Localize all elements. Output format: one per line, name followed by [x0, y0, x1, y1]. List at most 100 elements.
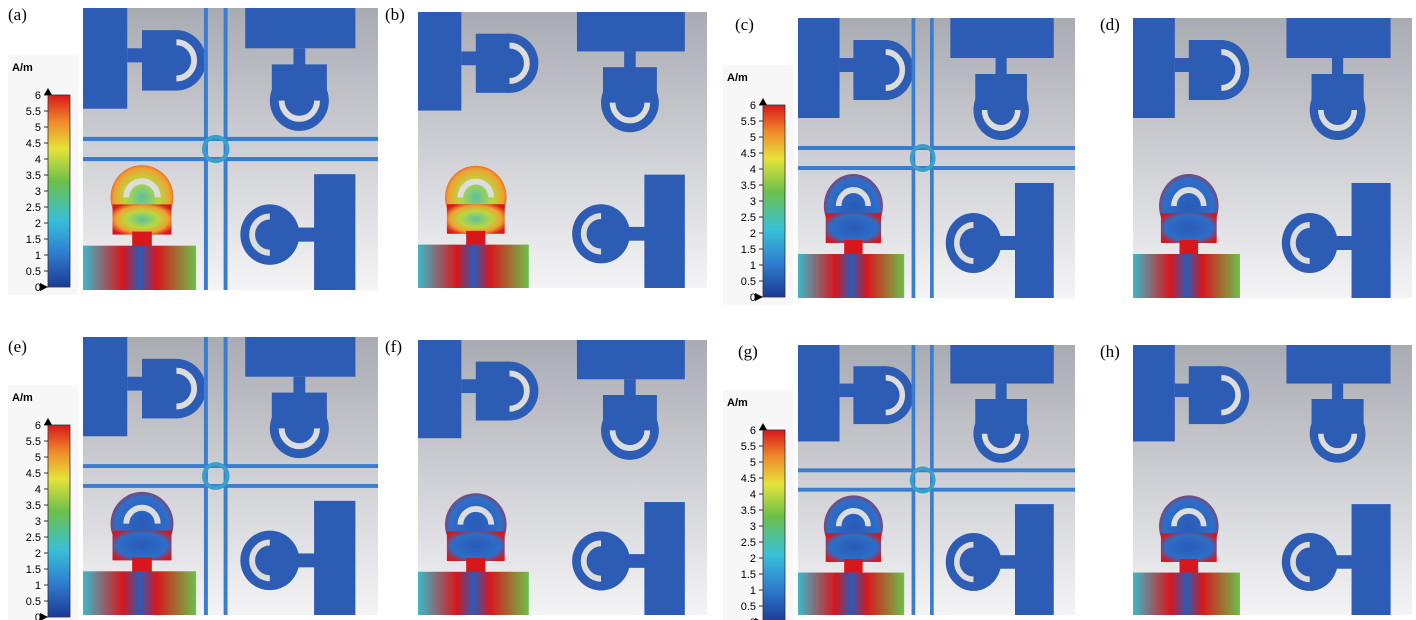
stub [1180, 559, 1199, 574]
patch [481, 34, 539, 93]
colorbar-tick-label: 1.5 [741, 244, 756, 256]
colorbar-unit: A/m [727, 397, 748, 409]
feed [314, 501, 355, 615]
colorbar-tick-label: 3 [750, 521, 756, 533]
colorbar: A/m00.511.522.533.544.555.56 [723, 65, 793, 305]
colorbar-tick-label: 6 [35, 420, 41, 432]
colorbar-tick-label: 0.5 [741, 601, 756, 613]
panel-label: (g) [738, 342, 758, 361]
colorbar-tick-label: 2.5 [741, 537, 756, 549]
colorbar-tick-label: 5.5 [26, 436, 41, 448]
colorbar-tick-label: 2 [35, 548, 41, 560]
field-plot [418, 340, 707, 615]
panel-label: (b) [385, 5, 405, 24]
colorbar-tick-label: 2 [750, 228, 756, 240]
colorbar-tick-label: 5 [750, 457, 756, 469]
colorbar-tick-label: 2.5 [26, 532, 41, 544]
field-plot [83, 337, 378, 615]
colorbar-tick-label: 6 [750, 425, 756, 437]
feed [1133, 345, 1175, 441]
patch [147, 359, 206, 419]
panel-label: (h) [1100, 342, 1120, 361]
stub [132, 557, 152, 573]
colorbar-tick-label: 4.5 [26, 468, 41, 480]
patch [826, 533, 881, 562]
colorbar-tick-label: 4 [35, 154, 41, 166]
feed [798, 573, 904, 615]
colorbar-bar [48, 95, 70, 287]
stub [1332, 384, 1343, 401]
colorbar-tick-label: 1 [750, 260, 756, 272]
colorbar-tick-label: 1.5 [26, 564, 41, 576]
colorbar-tick-label: 5.5 [26, 106, 41, 118]
feed [1286, 345, 1390, 384]
panel-label: (d) [1100, 15, 1120, 34]
patch [113, 204, 172, 234]
feed [418, 572, 529, 615]
feed [1286, 18, 1390, 58]
colorbar-tick-label: 1 [750, 585, 756, 597]
feed [644, 502, 684, 615]
colorbar-tick-label: 4 [750, 489, 756, 501]
stub [996, 384, 1007, 401]
patch [113, 531, 172, 561]
colorbar-tick-label: 4.5 [741, 148, 756, 160]
colorbar-tick-label: 3.5 [741, 505, 756, 517]
colorbar-tick-label: 4.5 [26, 138, 41, 150]
stub [293, 48, 305, 66]
feed [83, 246, 196, 290]
colorbar-tick-label: 4 [750, 164, 756, 176]
feed [1133, 254, 1240, 298]
feed [1015, 183, 1054, 298]
colorbar-tick-label: 5 [750, 132, 756, 144]
patch [481, 362, 539, 421]
colorbar-tick-label: 1 [35, 250, 41, 262]
panel-label: (c) [735, 15, 754, 34]
patch [858, 40, 913, 100]
colorbar-tick-label: 5.5 [741, 441, 756, 453]
colorbar-tick-label: 0.5 [26, 266, 41, 278]
stub [293, 377, 305, 395]
stub [844, 559, 862, 574]
colorbar-unit: A/m [727, 72, 748, 84]
colorbar-tick-label: 3.5 [741, 180, 756, 192]
stub [1332, 58, 1343, 76]
feed [418, 340, 461, 438]
patch [1161, 213, 1217, 243]
feed [577, 12, 685, 51]
feed [1133, 18, 1175, 118]
feed [1352, 504, 1391, 615]
feed [1352, 183, 1391, 298]
feed [644, 175, 684, 288]
patch [447, 204, 505, 234]
patch [1193, 366, 1249, 424]
feed [798, 254, 904, 298]
colorbar-tick-label: 3 [35, 516, 41, 528]
colorbar-tick-label: 2.5 [26, 202, 41, 214]
stub [624, 379, 636, 397]
colorbar-tick-label: 3 [35, 186, 41, 198]
feed [245, 337, 355, 377]
colorbar-tick-label: 2.5 [741, 212, 756, 224]
stub [466, 558, 485, 574]
colorbar-unit: A/m [12, 392, 33, 404]
feed [245, 8, 355, 48]
patch [147, 30, 206, 90]
feed [950, 345, 1053, 384]
colorbar-tick-label: 1 [35, 580, 41, 592]
colorbar-tick-label: 6 [35, 90, 41, 102]
patch [858, 366, 913, 424]
feed [950, 18, 1053, 58]
field-plot [418, 12, 707, 288]
colorbar-tick-label: 1.5 [741, 569, 756, 581]
patch [826, 213, 881, 243]
field-plot [1133, 345, 1412, 615]
feed [1133, 573, 1240, 615]
stub [624, 51, 636, 69]
feed [418, 245, 529, 288]
colorbar-tick-label: 2 [35, 218, 41, 230]
colorbar-bar [763, 430, 785, 620]
colorbar: A/m00.511.522.533.544.555.56 [723, 390, 793, 620]
stub [996, 58, 1007, 76]
colorbar-tick-label: 2 [750, 553, 756, 565]
